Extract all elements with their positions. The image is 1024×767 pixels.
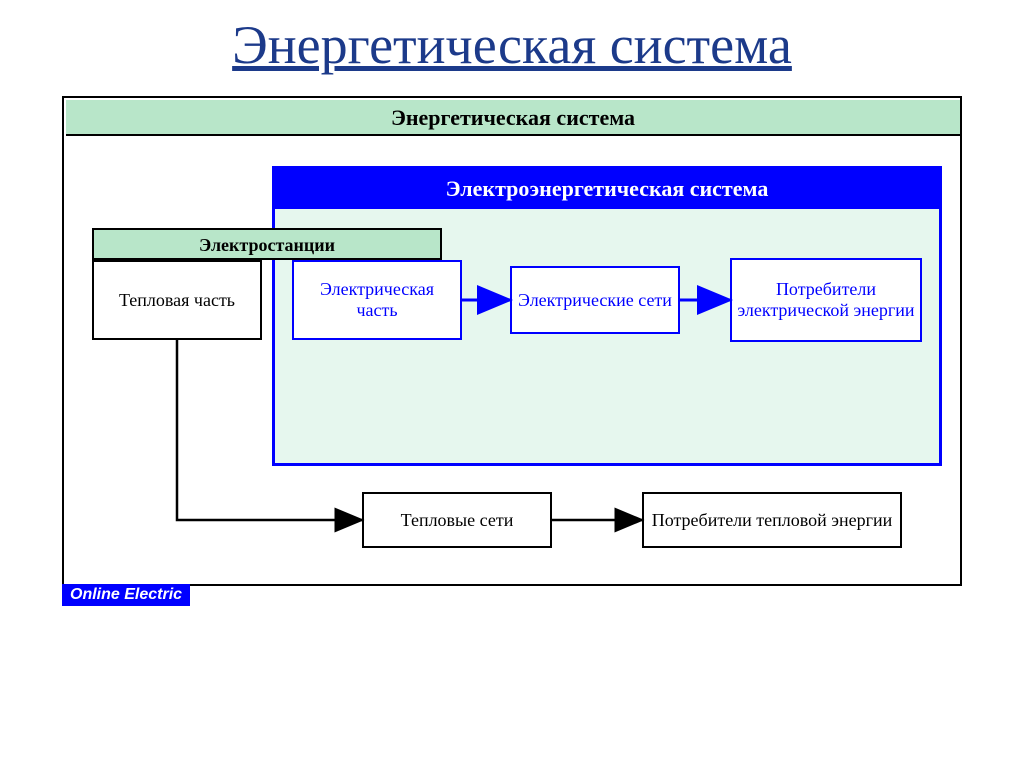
power-stations-header: Электростанции (92, 228, 442, 260)
box-heat-consumers: Потребители тепловой энергии (642, 492, 902, 548)
box-electric-networks: Электрические сети (510, 266, 680, 334)
watermark-label: Online Electric (62, 584, 190, 606)
box-thermal-part: Тепловая часть (92, 260, 262, 340)
box-electric-consumers: Потребители электрической энергии (730, 258, 922, 342)
inner-electric-system-header: Электроэнергетическая система (275, 169, 939, 209)
diagram-canvas: Энергетическая система Электроэнергетиче… (62, 96, 962, 606)
outer-system-header: Энергетическая система (66, 100, 960, 136)
box-heat-networks: Тепловые сети (362, 492, 552, 548)
page-title: Энергетическая система (0, 0, 1024, 96)
box-electric-part: Электрическая часть (292, 260, 462, 340)
